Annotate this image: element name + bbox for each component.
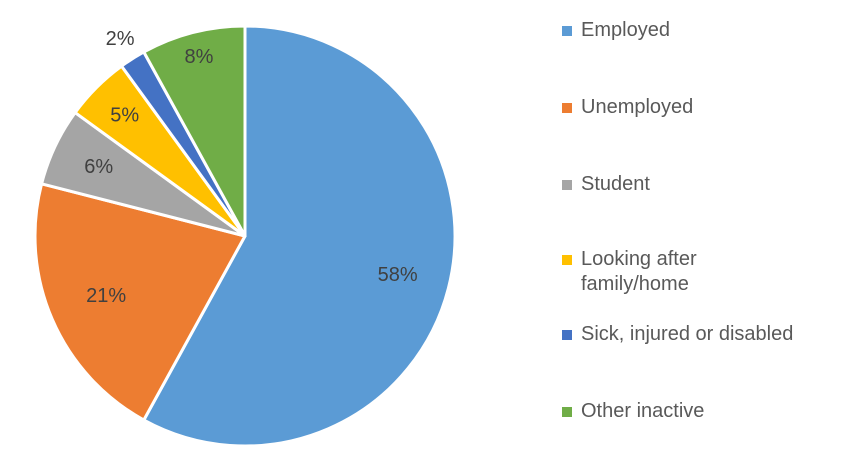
pie-data-labels: 58% 21% 6% 5% 2% 8% [84,28,418,307]
data-label-looking-after-family: 5% [110,105,139,127]
pie-slice-employed [142,24,457,448]
data-label-unemployed: 21% [86,285,126,307]
legend-label: Unemployed [581,96,694,118]
data-label-sick-injured-disabled: 2% [106,28,135,50]
legend-item-sick-injured-disabled: Sick, injured or disabled [562,322,793,347]
legend-swatch-unemployed [562,103,572,113]
legend-swatch-student [562,180,572,190]
data-label-other-inactive: 8% [185,46,214,68]
data-label-employed: 58% [378,264,418,286]
legend-item-looking-after-family: Looking after family/home [562,247,697,297]
legend-label: Employed [581,19,670,41]
legend-item-student: Student [562,172,650,197]
legend-swatch-employed [562,26,572,36]
data-label-student: 6% [84,156,113,178]
legend-swatch-sick-injured-disabled [562,330,572,340]
legend-swatch-looking-after-family [562,255,572,265]
legend-label: Sick, injured or disabled [581,323,794,345]
pie-chart: 58% 21% 6% 5% 2% 8% [33,24,457,448]
pie-slice-other-inactive [142,24,247,238]
pie-slice-unemployed [33,182,247,422]
legend-swatch-other-inactive [562,407,572,417]
legend-label: Looking after family/home [581,248,697,295]
pie-slices [33,24,457,448]
legend-item-other-inactive: Other inactive [562,399,704,424]
legend: Employed Unemployed Student Looking afte… [562,0,857,467]
legend-label: Student [581,173,650,195]
legend-item-unemployed: Unemployed [562,95,693,120]
legend-item-employed: Employed [562,18,670,43]
legend-label: Other inactive [581,400,705,422]
